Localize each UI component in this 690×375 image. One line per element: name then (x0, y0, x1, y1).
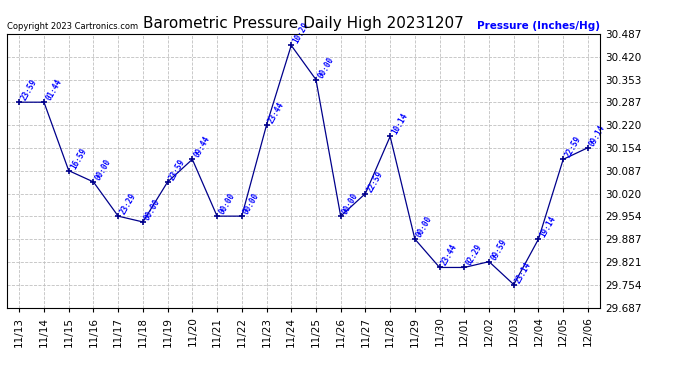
Text: 00:00: 00:00 (341, 192, 360, 216)
Text: 19:14: 19:14 (538, 214, 558, 239)
Text: Copyright 2023 Cartronics.com: Copyright 2023 Cartronics.com (7, 22, 138, 31)
Text: 09:14: 09:14 (588, 123, 607, 148)
Text: 23:14: 23:14 (514, 260, 533, 285)
Text: 00:00: 00:00 (316, 55, 335, 80)
Title: Barometric Pressure Daily High 20231207: Barometric Pressure Daily High 20231207 (144, 16, 464, 31)
Text: 00:00: 00:00 (241, 192, 261, 216)
Text: Pressure (Inches/Hg): Pressure (Inches/Hg) (477, 21, 600, 31)
Text: 22:59: 22:59 (563, 135, 582, 159)
Text: 22:59: 22:59 (366, 169, 385, 194)
Text: 23:59: 23:59 (168, 158, 187, 182)
Text: 00:00: 00:00 (217, 192, 237, 216)
Text: 10:14: 10:14 (390, 112, 409, 136)
Text: 00:00: 00:00 (93, 158, 112, 182)
Text: 02:29: 02:29 (464, 243, 484, 267)
Text: 23:44: 23:44 (440, 243, 459, 267)
Text: 23:44: 23:44 (266, 100, 286, 125)
Text: 00:00: 00:00 (415, 214, 434, 239)
Text: 09:59: 09:59 (489, 237, 509, 262)
Text: 01:44: 01:44 (44, 78, 63, 102)
Text: 23:29: 23:29 (118, 192, 137, 216)
Text: 16:59: 16:59 (69, 146, 88, 171)
Text: 09:44: 09:44 (193, 135, 212, 159)
Text: 00:00: 00:00 (143, 197, 162, 222)
Text: 23:59: 23:59 (19, 78, 39, 102)
Text: 10:29: 10:29 (291, 21, 310, 45)
